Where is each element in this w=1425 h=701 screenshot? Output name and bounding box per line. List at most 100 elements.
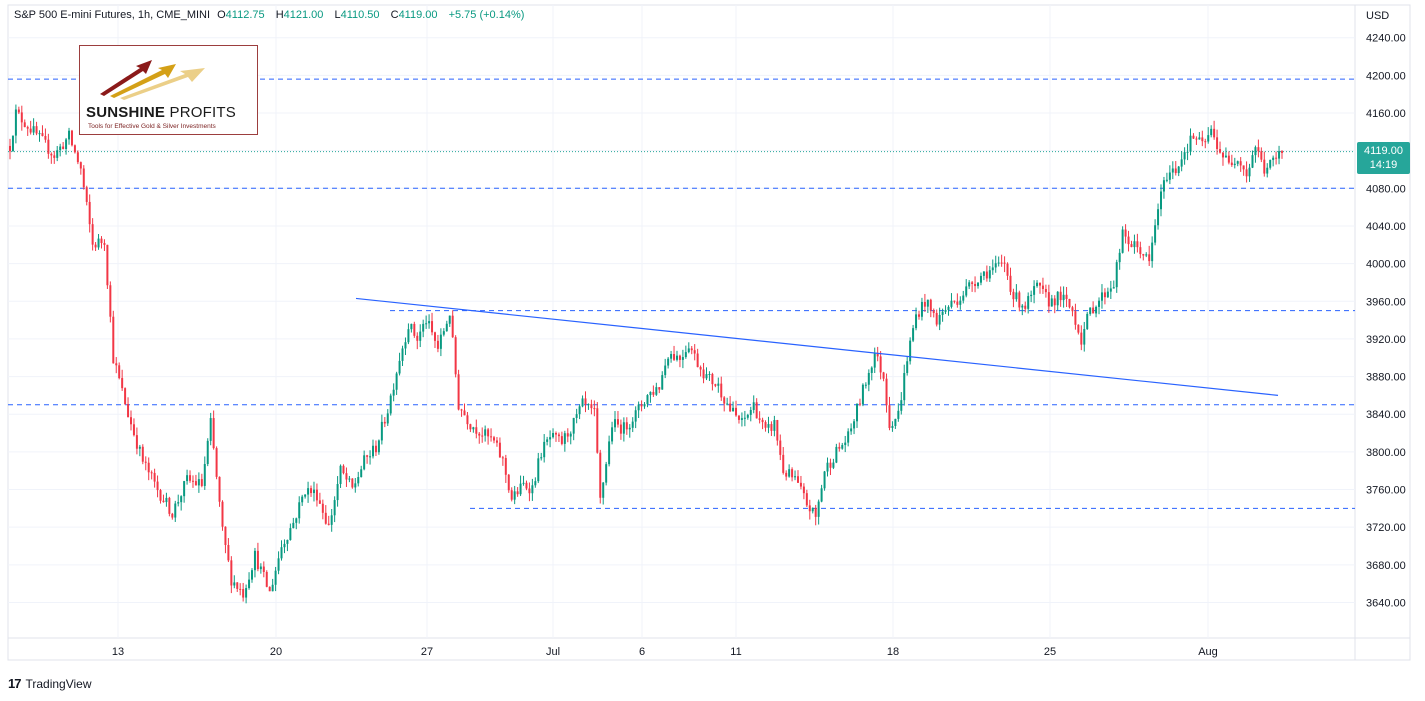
candle-body <box>203 463 206 486</box>
tradingview-attribution[interactable]: 17 TradingView <box>8 676 92 691</box>
candle-body <box>245 588 248 598</box>
candle-body <box>248 579 251 589</box>
candle-body <box>259 566 262 570</box>
candle-body <box>1118 252 1121 263</box>
candle-body <box>85 187 88 202</box>
candle-body <box>1027 296 1030 309</box>
candle-body <box>1171 168 1174 173</box>
candle-body <box>637 404 640 411</box>
logo-title: SUNSHINE PROFITS <box>86 104 236 121</box>
candle-body <box>224 526 227 545</box>
candle-body <box>903 373 906 401</box>
candle-body <box>971 282 974 284</box>
candle-body <box>1133 241 1136 248</box>
time-tick-label: 25 <box>1044 646 1056 658</box>
candle-body <box>230 560 233 586</box>
candle-body <box>522 482 525 484</box>
candle-body <box>746 414 749 418</box>
candle-body <box>979 275 982 283</box>
candle-body <box>357 477 360 484</box>
candle-body <box>732 407 735 412</box>
candle-body <box>50 153 53 156</box>
candle-body <box>383 421 386 424</box>
candle-body <box>1018 292 1021 308</box>
candle-body <box>829 462 832 468</box>
ohlc-close: C4119.00 <box>390 9 438 21</box>
candle-body <box>1177 166 1180 174</box>
candle-body <box>622 422 625 434</box>
candle-body <box>82 168 85 188</box>
candle-body <box>256 550 259 570</box>
candle-body <box>419 331 422 341</box>
candle-body <box>26 127 29 129</box>
candle-body <box>162 500 165 503</box>
candle-body <box>767 424 770 428</box>
candle-body <box>1050 298 1053 307</box>
candle-body <box>909 340 912 362</box>
candle-body <box>94 244 97 248</box>
candle-body <box>392 389 395 396</box>
candle-body <box>720 383 723 398</box>
candle-body <box>994 263 997 268</box>
candle-body <box>410 323 413 330</box>
candle-body <box>953 300 956 302</box>
candle-body <box>68 130 71 140</box>
candle-body <box>879 356 882 373</box>
candle-body <box>301 496 304 503</box>
price-tick-label: 3960.00 <box>1366 296 1406 308</box>
candle-body <box>664 365 667 376</box>
candle-body <box>1065 294 1068 299</box>
trendline <box>355 297 1279 396</box>
candle-body <box>97 238 100 248</box>
candle-body <box>835 446 838 463</box>
candle-body <box>590 404 593 409</box>
candle-body <box>416 335 419 341</box>
candle-body <box>997 262 1000 264</box>
candle-body <box>1003 262 1006 264</box>
candle-body <box>1062 294 1065 301</box>
candle-body <box>1047 292 1050 307</box>
candle-body <box>73 145 76 153</box>
candle-body <box>1186 151 1189 153</box>
candle-body <box>38 133 41 135</box>
candle-body <box>109 285 112 317</box>
candle-body <box>554 433 557 435</box>
candle-body <box>1254 147 1257 156</box>
candle-body <box>729 403 732 412</box>
candle-body <box>1192 135 1195 139</box>
candle-body <box>906 361 909 374</box>
candle-body <box>1068 298 1071 308</box>
candle-body <box>1183 152 1186 160</box>
candle-body <box>498 442 501 458</box>
candle-body <box>956 301 959 305</box>
candle-body <box>847 431 850 443</box>
candle-body <box>448 315 451 324</box>
candle-body <box>584 398 587 405</box>
candle-body <box>327 523 330 525</box>
candlestick-series <box>9 104 1283 604</box>
candle-body <box>802 486 805 494</box>
bar-countdown: 14:19 <box>1369 159 1398 171</box>
tradingview-logo-icon: 17 <box>8 676 22 691</box>
candle-body <box>451 315 454 338</box>
candle-body <box>844 442 847 446</box>
candle-body <box>782 454 785 473</box>
candle-body <box>814 507 817 517</box>
time-tick-label: 6 <box>639 646 645 658</box>
price-tick-label: 3760.00 <box>1366 485 1406 497</box>
candle-body <box>144 461 147 463</box>
candle-body <box>1162 180 1165 192</box>
candle-body <box>965 286 968 296</box>
candle-body <box>298 502 301 519</box>
candle-body <box>867 372 870 385</box>
candle-body <box>1195 138 1198 140</box>
candle-body <box>661 375 664 390</box>
candle-body <box>377 440 380 453</box>
candle-body <box>593 408 596 410</box>
candle-body <box>186 475 189 482</box>
candle-body <box>811 507 814 512</box>
candle-body <box>147 462 150 473</box>
candle-body <box>1221 152 1224 158</box>
candle-body <box>687 348 690 353</box>
